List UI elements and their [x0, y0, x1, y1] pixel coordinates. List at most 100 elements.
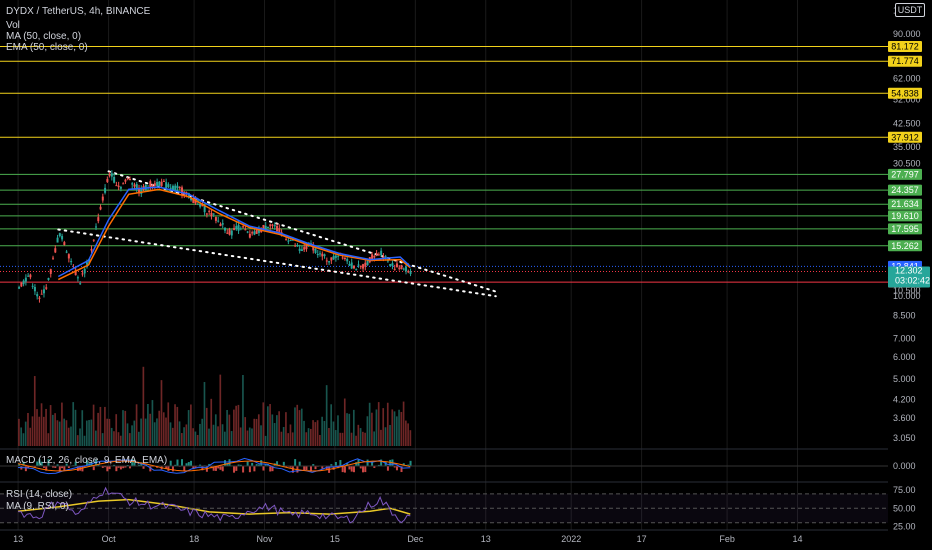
volume-bar	[285, 412, 287, 446]
time-axis[interactable]: 13 Oct 18 Nov 15 Dec 13 2022 17 Feb 14	[13, 534, 802, 544]
candle-body	[38, 297, 41, 299]
macd-histogram-bar	[364, 466, 367, 473]
macd-histogram-bar	[54, 466, 57, 468]
candle-body	[359, 265, 362, 268]
volume-bar	[298, 410, 301, 446]
price-tick-label: 6.000	[893, 352, 916, 362]
candle-body	[199, 204, 202, 207]
channel-upper-line	[107, 170, 497, 293]
volume-bar	[95, 430, 97, 446]
candle-body	[95, 226, 98, 228]
macd-histogram-bar	[76, 466, 79, 472]
candle-body	[149, 181, 152, 189]
symbol-legend[interactable]: DYDX / TetherUS, 4h, BINANCE	[6, 6, 151, 17]
volume-bar	[271, 414, 274, 446]
candle-body	[291, 239, 294, 241]
candle-body	[300, 249, 303, 252]
volume-bar	[52, 414, 54, 446]
candle-body	[348, 263, 351, 266]
volume-bar	[162, 412, 165, 446]
candle-body	[298, 248, 301, 251]
volume-bar	[269, 404, 271, 446]
horizontal-levels[interactable]	[0, 46, 888, 283]
volume-bar	[282, 427, 285, 446]
price-labels: 81.172 71.774 54.838 37.912 27.797 24.357 21.6…	[888, 41, 930, 288]
volume-bar	[40, 403, 43, 446]
volume-bar	[79, 428, 81, 446]
level-price-label-bg	[888, 168, 922, 180]
macd-histogram-bar	[389, 459, 392, 466]
candle-body	[106, 179, 109, 182]
time-tick-label: 14	[792, 534, 802, 544]
candle-body	[36, 294, 39, 297]
macd-histogram-bar	[52, 466, 55, 468]
volume-bar	[31, 416, 34, 446]
time-tick-label: 13	[13, 534, 23, 544]
macd-histogram-bar	[309, 466, 312, 471]
macd-histogram-bar	[36, 461, 39, 466]
channel-lines[interactable]	[57, 170, 497, 298]
volume-bar	[398, 409, 400, 446]
macd-histogram-bar	[185, 463, 188, 466]
candle-body	[187, 193, 190, 198]
candle-body	[113, 176, 116, 183]
volume-legend[interactable]: Vol	[6, 20, 20, 31]
macd-histogram-bar	[24, 466, 27, 472]
macd-histogram-bar	[339, 460, 342, 466]
macd-histogram-bar	[217, 466, 220, 469]
candle-body	[269, 224, 272, 227]
volume-bar	[375, 409, 378, 446]
volume-bar	[83, 435, 86, 446]
candle-body	[319, 253, 322, 255]
current-price-bg	[888, 266, 930, 288]
candle-body	[83, 268, 86, 274]
macd-histogram-bar	[346, 462, 349, 466]
level-price-label-bg	[888, 87, 922, 99]
price-tick-label: 62.000	[893, 74, 921, 84]
level-price-label-bg	[888, 55, 922, 67]
macd-histogram-bar	[237, 464, 240, 466]
volume-bar	[115, 414, 118, 446]
volume-bar	[192, 428, 194, 446]
macd-histogram-bar	[248, 466, 251, 473]
macd-histogram-bar	[138, 464, 141, 466]
candle-body	[29, 274, 32, 278]
macd-histogram-bar	[395, 466, 398, 471]
macd-legend[interactable]: MACD (12, 26, close, 9, EMA, EMA)	[6, 455, 168, 466]
rsi-ma-legend[interactable]: MA (9, RSI, 0)	[6, 501, 69, 512]
volume-bar	[291, 432, 294, 446]
candle-body	[81, 273, 84, 275]
macd-histogram-bar	[289, 466, 292, 468]
price-tick-label: 42.500	[893, 119, 921, 129]
volume-bar	[255, 418, 258, 446]
macd-histogram-bar	[122, 466, 125, 469]
volume-bar	[237, 404, 240, 446]
candle-body	[31, 285, 34, 287]
volume-bar	[65, 420, 68, 446]
candle-body	[255, 229, 258, 234]
currency-button[interactable]: USDT	[895, 3, 925, 17]
macd-histogram-bar	[407, 464, 410, 466]
candle-body	[305, 244, 308, 250]
candle-body	[104, 187, 107, 193]
volume-bar	[296, 404, 299, 446]
level-price-label: 37.912	[891, 132, 919, 142]
candle-body	[56, 237, 59, 243]
ema-legend[interactable]: EMA (50, close, 0)	[6, 42, 88, 53]
candle-body	[278, 228, 281, 232]
candle-body	[332, 256, 335, 260]
price-tick-label: 3.600	[893, 413, 916, 423]
ma-legend[interactable]: MA (50, close, 0)	[6, 31, 82, 42]
volume-bar	[348, 413, 351, 446]
macd-histogram-bar	[285, 466, 288, 468]
candle-body	[409, 271, 412, 275]
rsi-legend[interactable]: RSI (14, close)	[6, 489, 73, 500]
macd-histogram-bar	[63, 466, 66, 471]
volume-bar	[76, 435, 79, 446]
volume-bar	[54, 413, 56, 446]
volume-bar	[309, 428, 312, 446]
candle-body	[20, 282, 23, 287]
time-tick-label: 2022	[561, 534, 581, 544]
volume-bar	[181, 433, 183, 446]
